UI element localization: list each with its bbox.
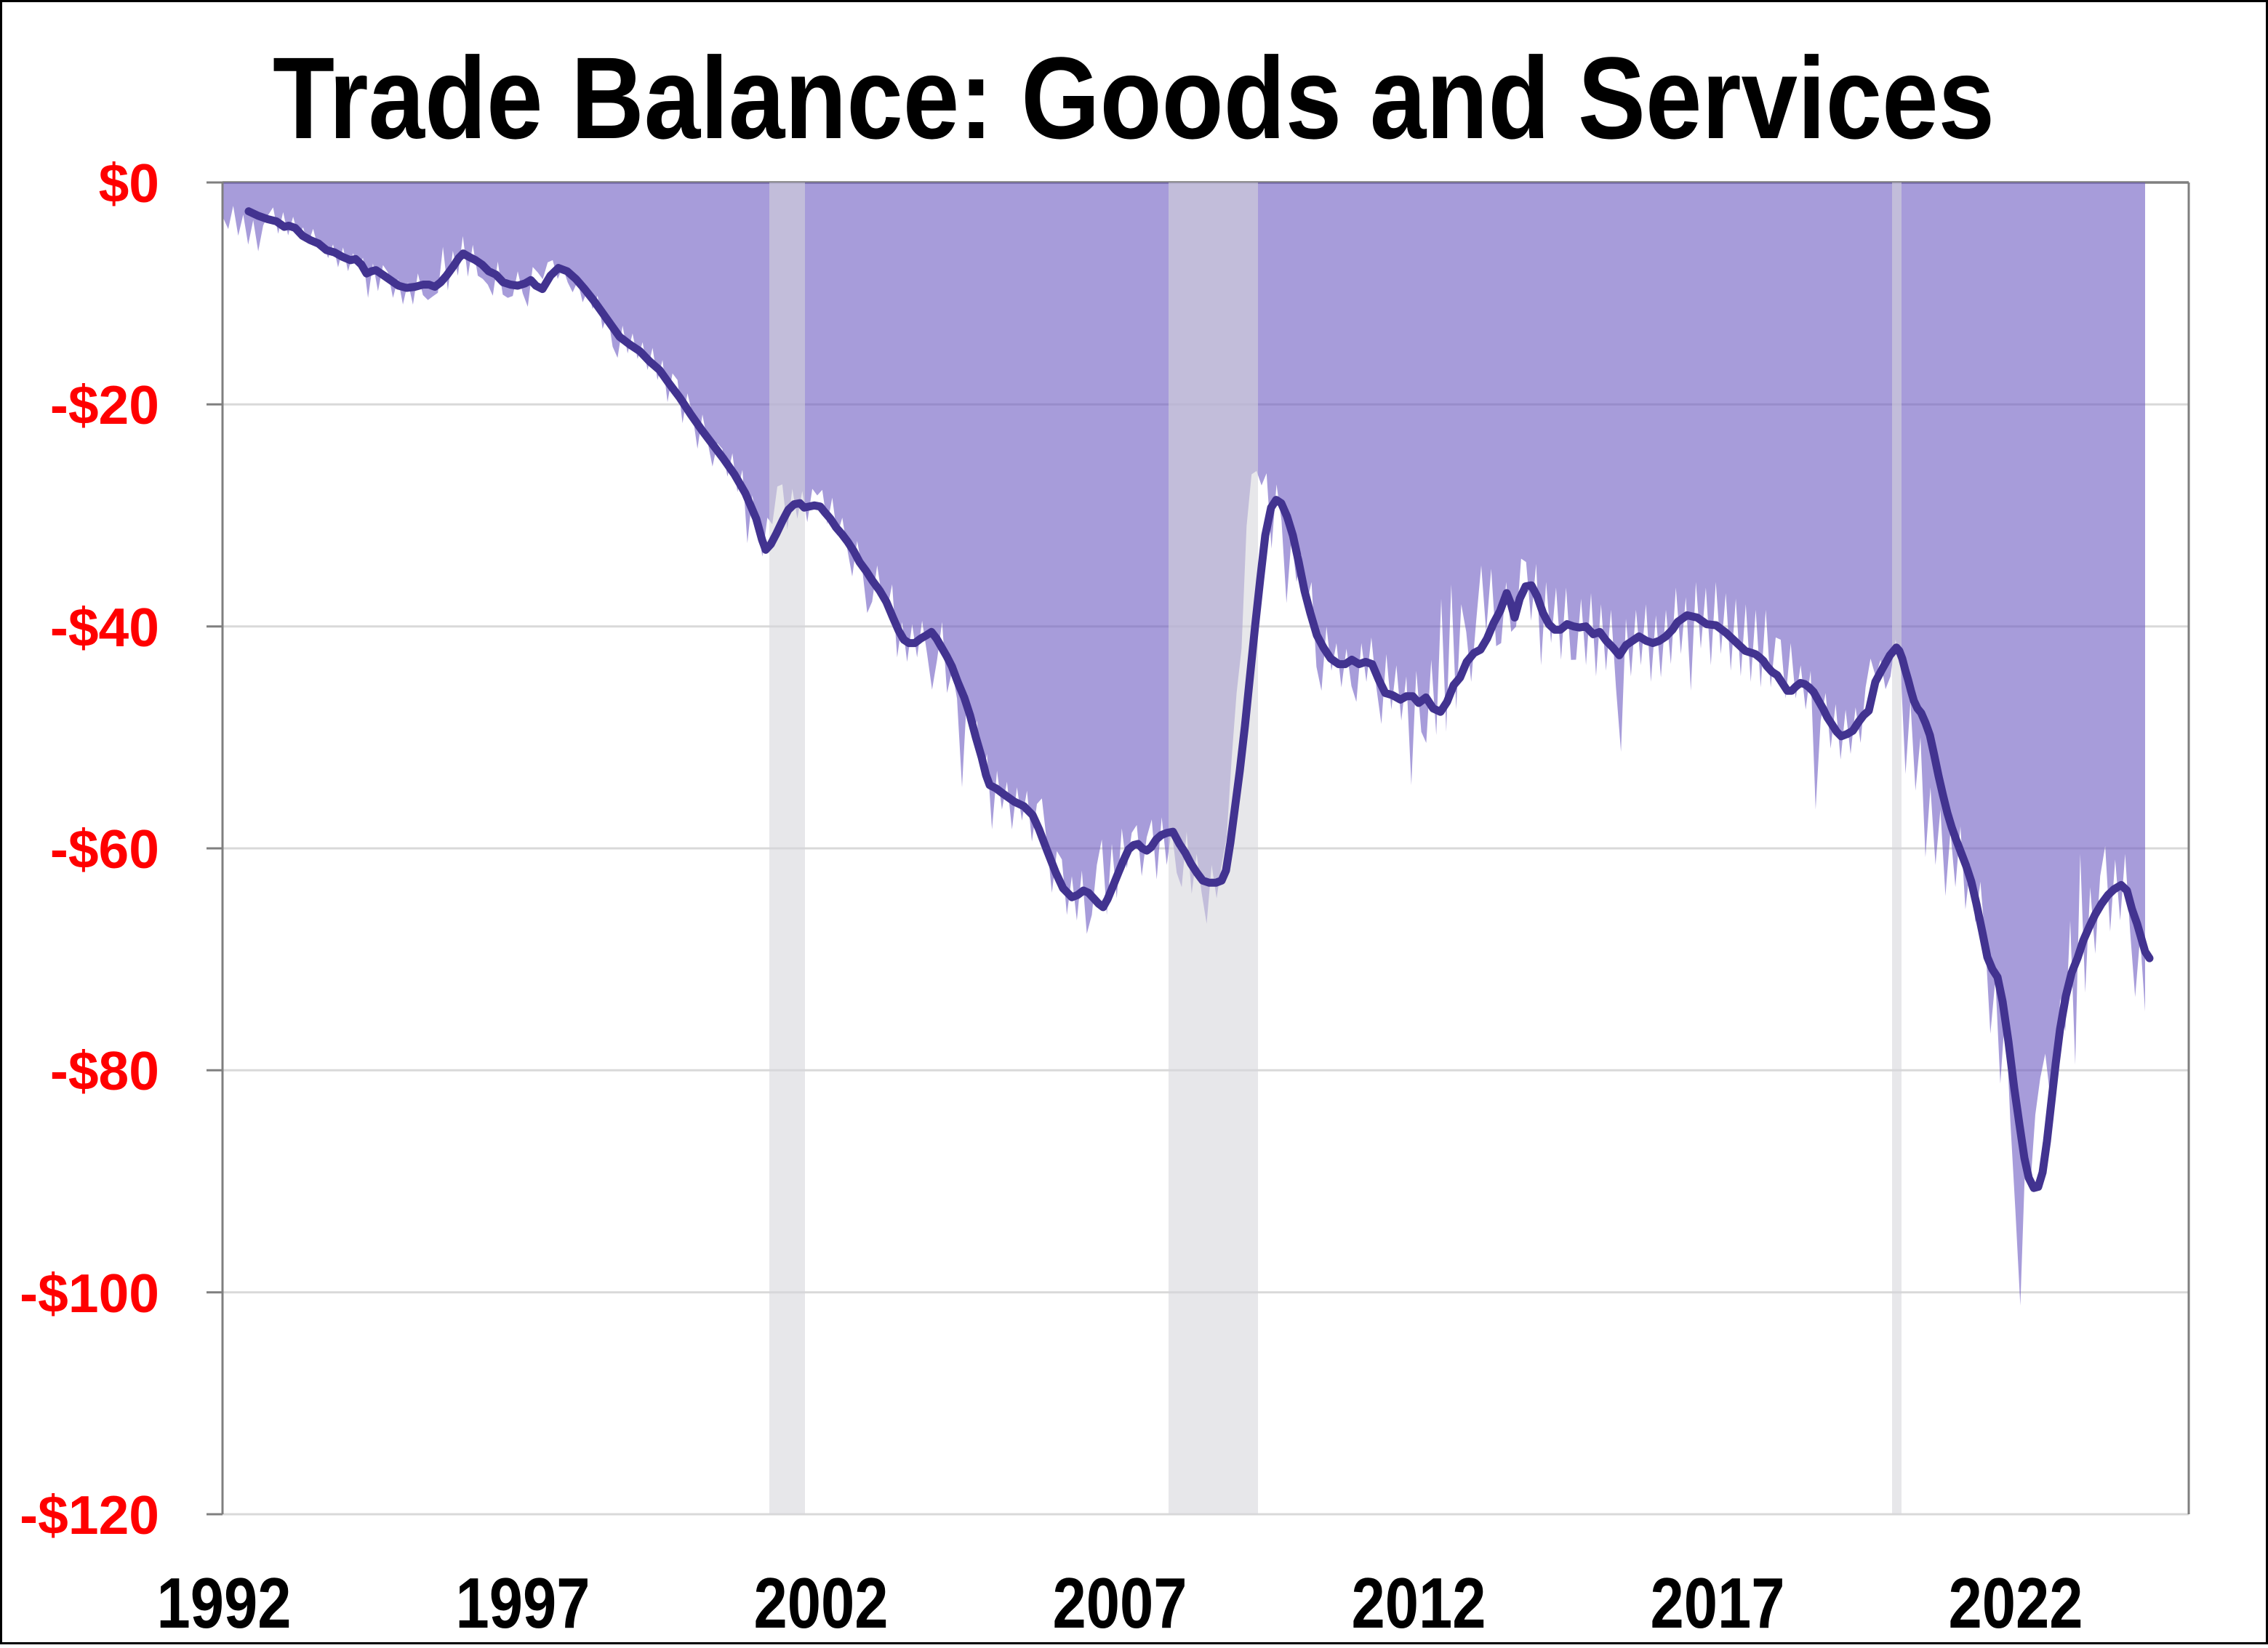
svg-text:-$40: -$40 xyxy=(50,597,159,658)
svg-text:2022: 2022 xyxy=(1949,1563,2083,1643)
svg-text:Trade Balance: Goods and Servi: Trade Balance: Goods and Services xyxy=(273,33,1995,163)
svg-text:-$100: -$100 xyxy=(20,1263,159,1324)
svg-text:$0: $0 xyxy=(99,153,159,214)
svg-text:2017: 2017 xyxy=(1651,1563,1785,1643)
svg-text:2002: 2002 xyxy=(754,1563,889,1643)
svg-text:2007: 2007 xyxy=(1053,1563,1187,1643)
svg-text:-$60: -$60 xyxy=(50,819,159,880)
svg-text:2012: 2012 xyxy=(1352,1563,1486,1643)
svg-text:1997: 1997 xyxy=(456,1563,590,1643)
svg-text:-$80: -$80 xyxy=(50,1040,159,1101)
svg-text:-$20: -$20 xyxy=(50,374,159,435)
svg-text:-$120: -$120 xyxy=(20,1484,159,1545)
svg-text:1992: 1992 xyxy=(157,1563,292,1643)
